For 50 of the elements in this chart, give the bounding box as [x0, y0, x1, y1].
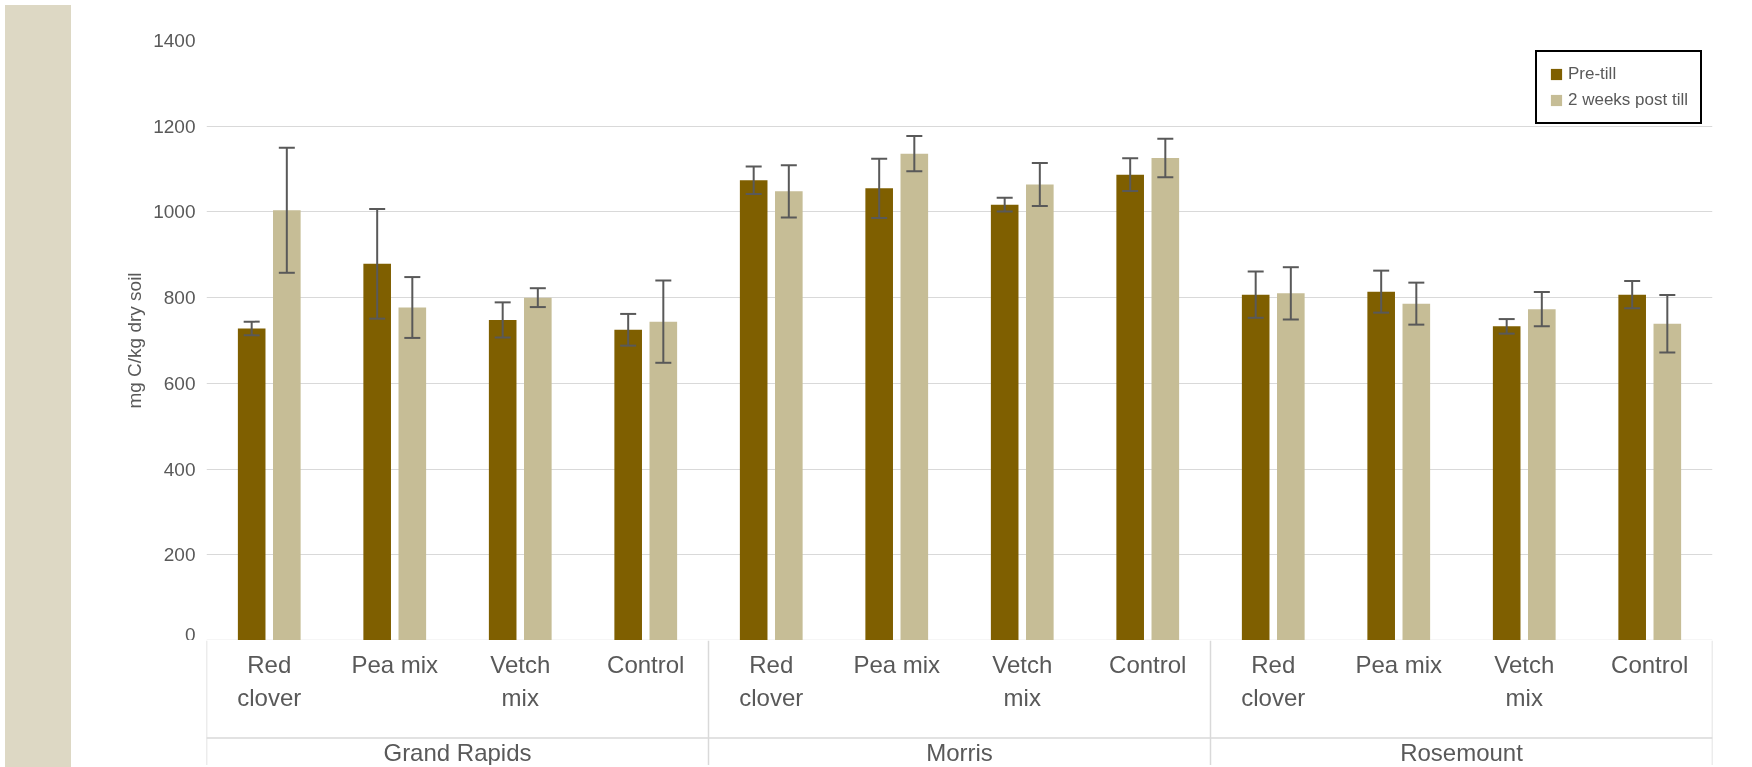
bar: [1241, 294, 1270, 640]
bar: [614, 329, 642, 640]
bar: [1402, 303, 1431, 640]
y-tick-label: 600: [163, 372, 196, 394]
bar: [1151, 157, 1180, 640]
x-tick-label: Red clover: [739, 650, 804, 712]
bar: [1492, 326, 1521, 640]
legend-label: 2 weeks post till: [1568, 90, 1688, 110]
bar: [1026, 184, 1054, 640]
x-tick-label: Pea mix: [1355, 650, 1443, 678]
y-axis-title: mg C/kg dry soil: [124, 272, 146, 409]
text: Rosemount: [1400, 738, 1524, 766]
bar: [1618, 294, 1646, 640]
bar: [739, 180, 768, 640]
y-tick-label: 1000: [153, 201, 196, 223]
y-tick-label: 1200: [153, 115, 196, 137]
x-tick-label: Control: [1109, 650, 1187, 678]
text: Morris: [926, 738, 993, 766]
x-tick-label: Red clover: [237, 650, 302, 712]
bar: [990, 204, 1019, 640]
y-tick-label: 200: [163, 544, 196, 566]
bar: [1528, 309, 1556, 640]
bar: [1277, 293, 1305, 640]
x-tick-label: Vetch mix: [992, 650, 1053, 712]
text: Grand Rapids: [383, 738, 532, 766]
x-tick-label: Control: [607, 650, 685, 678]
y-tick-label: 400: [163, 458, 196, 480]
x-tick-label: Pea mix: [853, 650, 941, 678]
bar: [273, 210, 301, 640]
bar: [865, 188, 893, 640]
bar: [398, 307, 427, 640]
x-tick-label: Vetch mix: [490, 650, 551, 712]
y-tick-label: 0: [184, 623, 196, 645]
bar: [363, 263, 391, 640]
bar: [488, 319, 517, 640]
bar: [237, 328, 266, 640]
x-tick-label: Pea mix: [351, 650, 439, 678]
x-tick-label: Control: [1611, 650, 1689, 678]
y-tick-label: 800: [163, 287, 196, 309]
y-tick-label: 1400: [153, 30, 196, 51]
bar: [900, 153, 929, 640]
bar: [1653, 323, 1682, 640]
legend-label: Pre-till: [1568, 64, 1617, 84]
bar: [775, 191, 803, 640]
bar: [1367, 291, 1395, 640]
bar: [524, 297, 552, 640]
x-tick-label: Red clover: [1241, 650, 1306, 712]
bar: [1116, 174, 1144, 640]
bar: [649, 321, 678, 640]
x-tick-label: Vetch mix: [1494, 650, 1555, 712]
